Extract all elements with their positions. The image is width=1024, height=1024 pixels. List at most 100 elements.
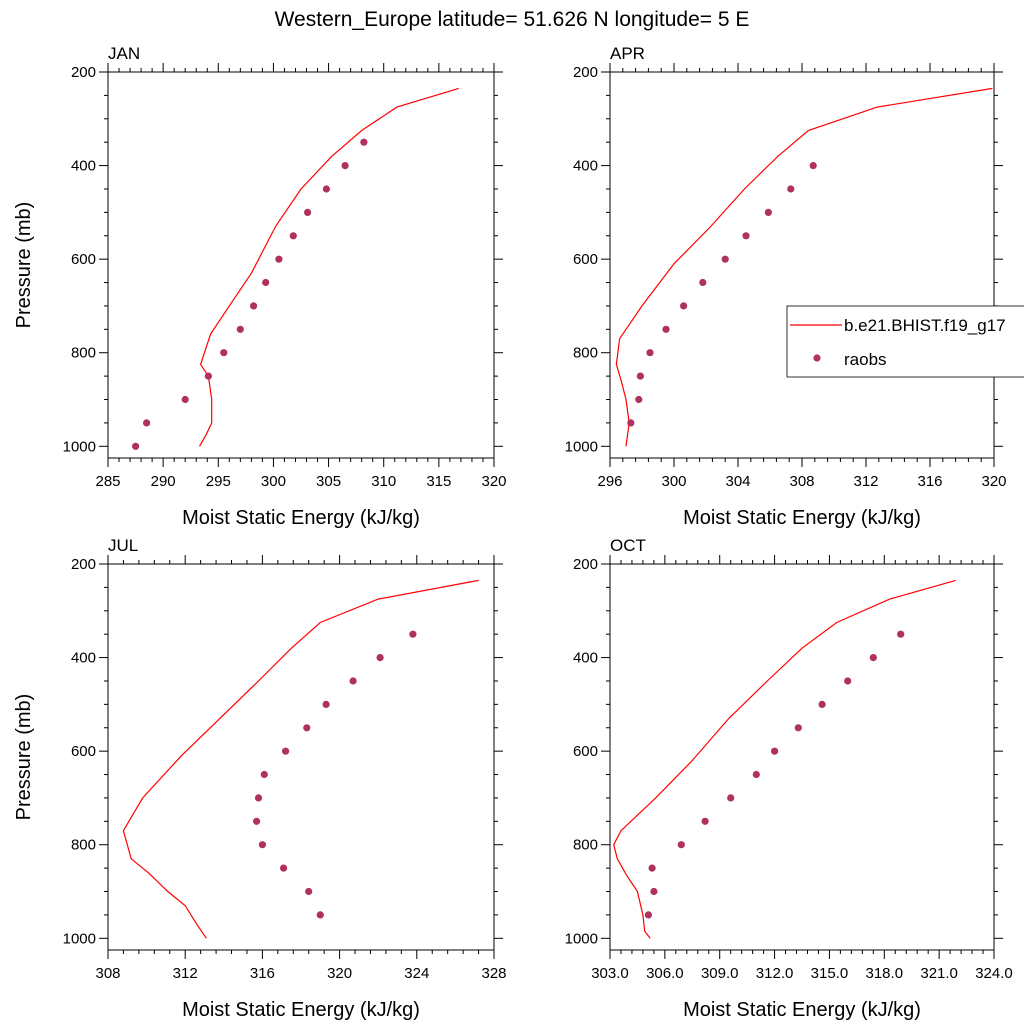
raobs-point [132, 442, 140, 450]
raobs-point [204, 372, 212, 380]
panel-apr: 296 300 304 308 312 316 320 200 400 600 800 1000 APR… [565, 44, 1007, 529]
plot-frame [107, 563, 495, 951]
y-tick-label: 800 [573, 837, 598, 854]
panel-title: JUL [108, 536, 138, 555]
raobs-point [646, 349, 654, 357]
raobs-point [316, 911, 324, 919]
raobs-point [376, 654, 384, 662]
raobs-point [322, 700, 330, 709]
legend-box [786, 305, 1024, 378]
y-tick-label: 600 [71, 251, 96, 268]
y-axis-label: Pressure (mb) [13, 202, 35, 329]
x-tick-label: 300 [661, 473, 686, 490]
x-tick-label: 308 [95, 965, 120, 982]
y-tick-label: 200 [573, 64, 598, 81]
panel-oct: 303.0 306.0 309.0 312.0 315.0 318.0 321.0 324.0… [565, 536, 1013, 1021]
raobs-point [303, 724, 311, 732]
raobs-point [742, 232, 750, 240]
raobs-point [897, 630, 905, 638]
y-tick-label: 400 [573, 650, 598, 667]
y-tick-label: 400 [71, 650, 96, 667]
raobs-point [282, 747, 290, 755]
plot-frame [609, 563, 995, 951]
x-tick-label: 315 [426, 473, 451, 490]
panel-title: JAN [108, 44, 140, 63]
x-tick-label: 324.0 [975, 965, 1013, 982]
model-profile-line [122, 579, 479, 939]
x-tick-label: 312 [853, 473, 878, 490]
panel-title: OCT [610, 536, 646, 555]
y-tick-label: 1000 [565, 930, 598, 947]
raobs-point [220, 349, 228, 357]
raobs-point [262, 278, 270, 287]
x-tick-label: 308 [789, 473, 814, 490]
raobs-point [701, 817, 709, 825]
raobs-point [341, 162, 349, 170]
raobs-point [644, 911, 653, 919]
raobs-point [818, 700, 826, 709]
raobs-point [699, 278, 707, 287]
y-tick-label: 600 [573, 251, 598, 268]
raobs-point [764, 208, 773, 216]
raobs-point [680, 302, 688, 310]
raobs-point [409, 630, 417, 638]
y-tick-label: 400 [573, 158, 598, 175]
x-tick-label: 320 [327, 965, 352, 982]
raobs-point [253, 817, 261, 825]
figure-title: Western_Europe latitude= 51.626 N longit… [275, 8, 750, 31]
raobs-point [721, 255, 729, 263]
raobs-point [727, 794, 735, 802]
raobs-point [322, 185, 330, 193]
raobs-point [752, 770, 760, 779]
x-tick-label: 312.0 [756, 965, 794, 982]
y-tick-label: 400 [71, 158, 96, 175]
panel-jan: 285 290 295 300 305 310 315 320 200 400 600 800 1000… [13, 44, 507, 529]
y-tick-label: 800 [71, 345, 96, 362]
raobs-point [260, 770, 268, 779]
raobs-point [771, 747, 779, 755]
y-tick-label: 600 [573, 743, 598, 760]
x-tick-label: 316 [250, 965, 275, 982]
x-tick-label: 320 [481, 473, 506, 490]
raobs-point [809, 162, 817, 170]
y-axis-label: Pressure (mb) [13, 694, 35, 821]
x-tick-label: 324 [404, 965, 429, 982]
legend-obs-label: raobs [844, 350, 887, 369]
y-tick-label: 800 [71, 837, 96, 854]
x-axis-label: Moist Static Energy (kJ/kg) [683, 507, 921, 529]
legend-model-label: b.e21.BHIST.f19_g17 [844, 316, 1006, 335]
y-tick-label: 1000 [565, 438, 598, 455]
raobs-point [254, 794, 263, 802]
raobs-point [349, 677, 357, 685]
raobs-point [662, 325, 670, 333]
raobs-point [869, 654, 877, 662]
x-tick-label: 328 [481, 965, 506, 982]
x-tick-label: 304 [725, 473, 750, 490]
y-tick-label: 1000 [63, 438, 96, 455]
raobs-point [236, 325, 244, 333]
x-tick-label: 321.0 [920, 965, 958, 982]
raobs-point [305, 887, 313, 896]
raobs-point [648, 864, 656, 872]
x-tick-label: 290 [151, 473, 176, 490]
x-axis-label: Moist Static Energy (kJ/kg) [683, 999, 921, 1021]
panels: 285 290 295 300 305 310 315 320 200 400 600 800 1000… [13, 44, 1013, 1021]
legend-obs-swatch [813, 354, 821, 362]
raobs-point [627, 419, 635, 427]
y-tick-label: 600 [71, 743, 96, 760]
plot-frame [107, 71, 495, 459]
y-tick-label: 200 [71, 556, 96, 573]
y-tick-label: 800 [573, 345, 598, 362]
y-tick-label: 1000 [63, 930, 96, 947]
raobs-point [636, 372, 645, 380]
x-tick-label: 300 [261, 473, 286, 490]
x-axis-label: Moist Static Energy (kJ/kg) [182, 999, 420, 1021]
x-tick-label: 303.0 [591, 965, 629, 982]
raobs-point [258, 841, 266, 849]
x-tick-label: 309.0 [701, 965, 739, 982]
x-tick-label: 296 [597, 473, 622, 490]
raobs-point [280, 864, 288, 872]
raobs-point [250, 302, 258, 310]
y-tick-label: 200 [573, 556, 598, 573]
